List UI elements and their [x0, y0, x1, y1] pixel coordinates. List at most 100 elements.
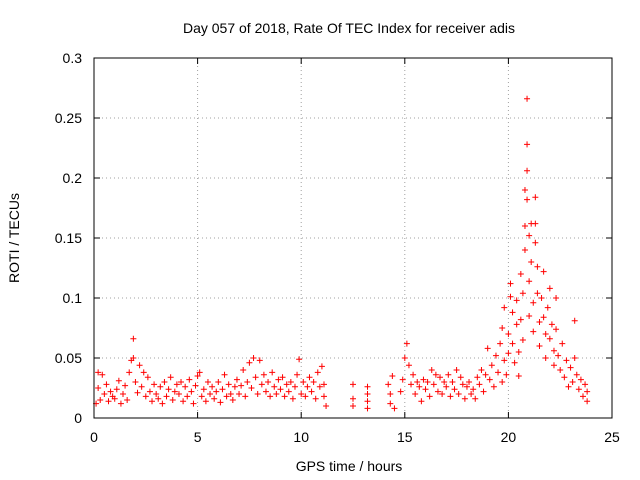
data-point	[240, 367, 247, 373]
data-point	[536, 343, 543, 349]
data-point	[298, 391, 305, 397]
data-point	[472, 395, 479, 402]
data-point	[579, 393, 586, 400]
data-point	[171, 388, 178, 395]
data-point	[517, 271, 524, 277]
data-point	[140, 369, 147, 376]
data-point	[530, 299, 537, 306]
x-tick-label: 10	[293, 429, 309, 445]
data-point	[468, 391, 475, 397]
data-point	[532, 194, 539, 201]
data-point	[323, 403, 330, 409]
data-point	[130, 355, 137, 361]
data-point	[302, 393, 309, 400]
y-tick-label: 0.1	[63, 290, 83, 306]
data-point	[430, 381, 437, 388]
data-point	[534, 290, 541, 297]
data-point	[548, 321, 555, 328]
data-point	[509, 340, 516, 347]
data-point	[553, 295, 560, 301]
data-point	[561, 374, 568, 381]
data-point	[534, 263, 541, 270]
data-point	[227, 391, 234, 397]
data-point	[542, 331, 549, 337]
data-point	[198, 393, 205, 400]
data-point	[488, 362, 495, 369]
data-point	[184, 393, 191, 400]
data-point	[316, 383, 323, 390]
data-point	[107, 388, 114, 395]
data-point	[207, 391, 214, 397]
data-point	[221, 371, 228, 378]
data-point	[528, 259, 535, 265]
data-point	[101, 391, 108, 397]
data-point	[573, 371, 580, 378]
data-point	[405, 362, 412, 369]
data-point	[513, 321, 520, 328]
y-tick-label: 0.15	[55, 230, 82, 246]
data-point	[569, 379, 576, 385]
data-point	[153, 391, 160, 397]
data-point	[320, 393, 327, 400]
data-point	[546, 335, 553, 342]
data-point	[167, 374, 174, 381]
data-point	[236, 391, 243, 397]
data-point	[242, 393, 249, 400]
data-point	[478, 367, 485, 373]
data-point	[519, 337, 526, 343]
data-point	[233, 376, 240, 383]
data-point	[434, 388, 441, 395]
data-point	[416, 383, 423, 390]
data-point	[350, 403, 356, 409]
data-point	[515, 373, 522, 379]
data-point	[505, 350, 512, 357]
data-point	[441, 379, 448, 385]
data-point	[120, 391, 127, 397]
data-point	[408, 381, 415, 388]
data-point	[538, 295, 545, 301]
data-point	[524, 141, 531, 148]
data-point	[519, 290, 526, 297]
data-point	[550, 347, 557, 354]
data-point	[246, 359, 253, 366]
data-point	[173, 381, 180, 388]
grid	[94, 58, 612, 418]
data-point	[180, 398, 187, 405]
data-point	[403, 340, 410, 347]
data-point	[178, 379, 185, 385]
data-point	[97, 397, 104, 403]
data-point	[447, 393, 454, 400]
data-point	[511, 359, 518, 366]
data-point	[209, 383, 216, 390]
data-point	[495, 369, 502, 376]
data-point	[524, 167, 531, 174]
data-point	[509, 309, 516, 316]
data-point	[482, 371, 489, 378]
data-point	[256, 357, 263, 364]
data-point	[306, 374, 313, 381]
data-point	[513, 297, 520, 304]
data-point	[507, 293, 514, 300]
data-point	[287, 379, 294, 385]
data-point	[532, 220, 539, 227]
data-point	[501, 357, 508, 364]
data-point	[231, 383, 238, 390]
data-point	[117, 400, 124, 407]
data-point	[521, 223, 528, 229]
data-point	[194, 373, 201, 379]
data-point	[134, 389, 141, 396]
data-point	[258, 381, 265, 388]
chart-title: Day 057 of 2018, Rate Of TEC Index for r…	[183, 20, 515, 36]
data-point	[124, 397, 131, 403]
data-point	[515, 349, 522, 355]
data-point	[294, 371, 301, 378]
data-point	[476, 381, 483, 388]
data-point	[497, 340, 504, 347]
data-point	[364, 383, 371, 390]
data-point	[289, 395, 296, 402]
data-point	[275, 376, 282, 383]
data-point	[389, 373, 396, 379]
data-point	[550, 362, 557, 369]
data-point	[364, 405, 371, 412]
data-point	[536, 319, 543, 325]
